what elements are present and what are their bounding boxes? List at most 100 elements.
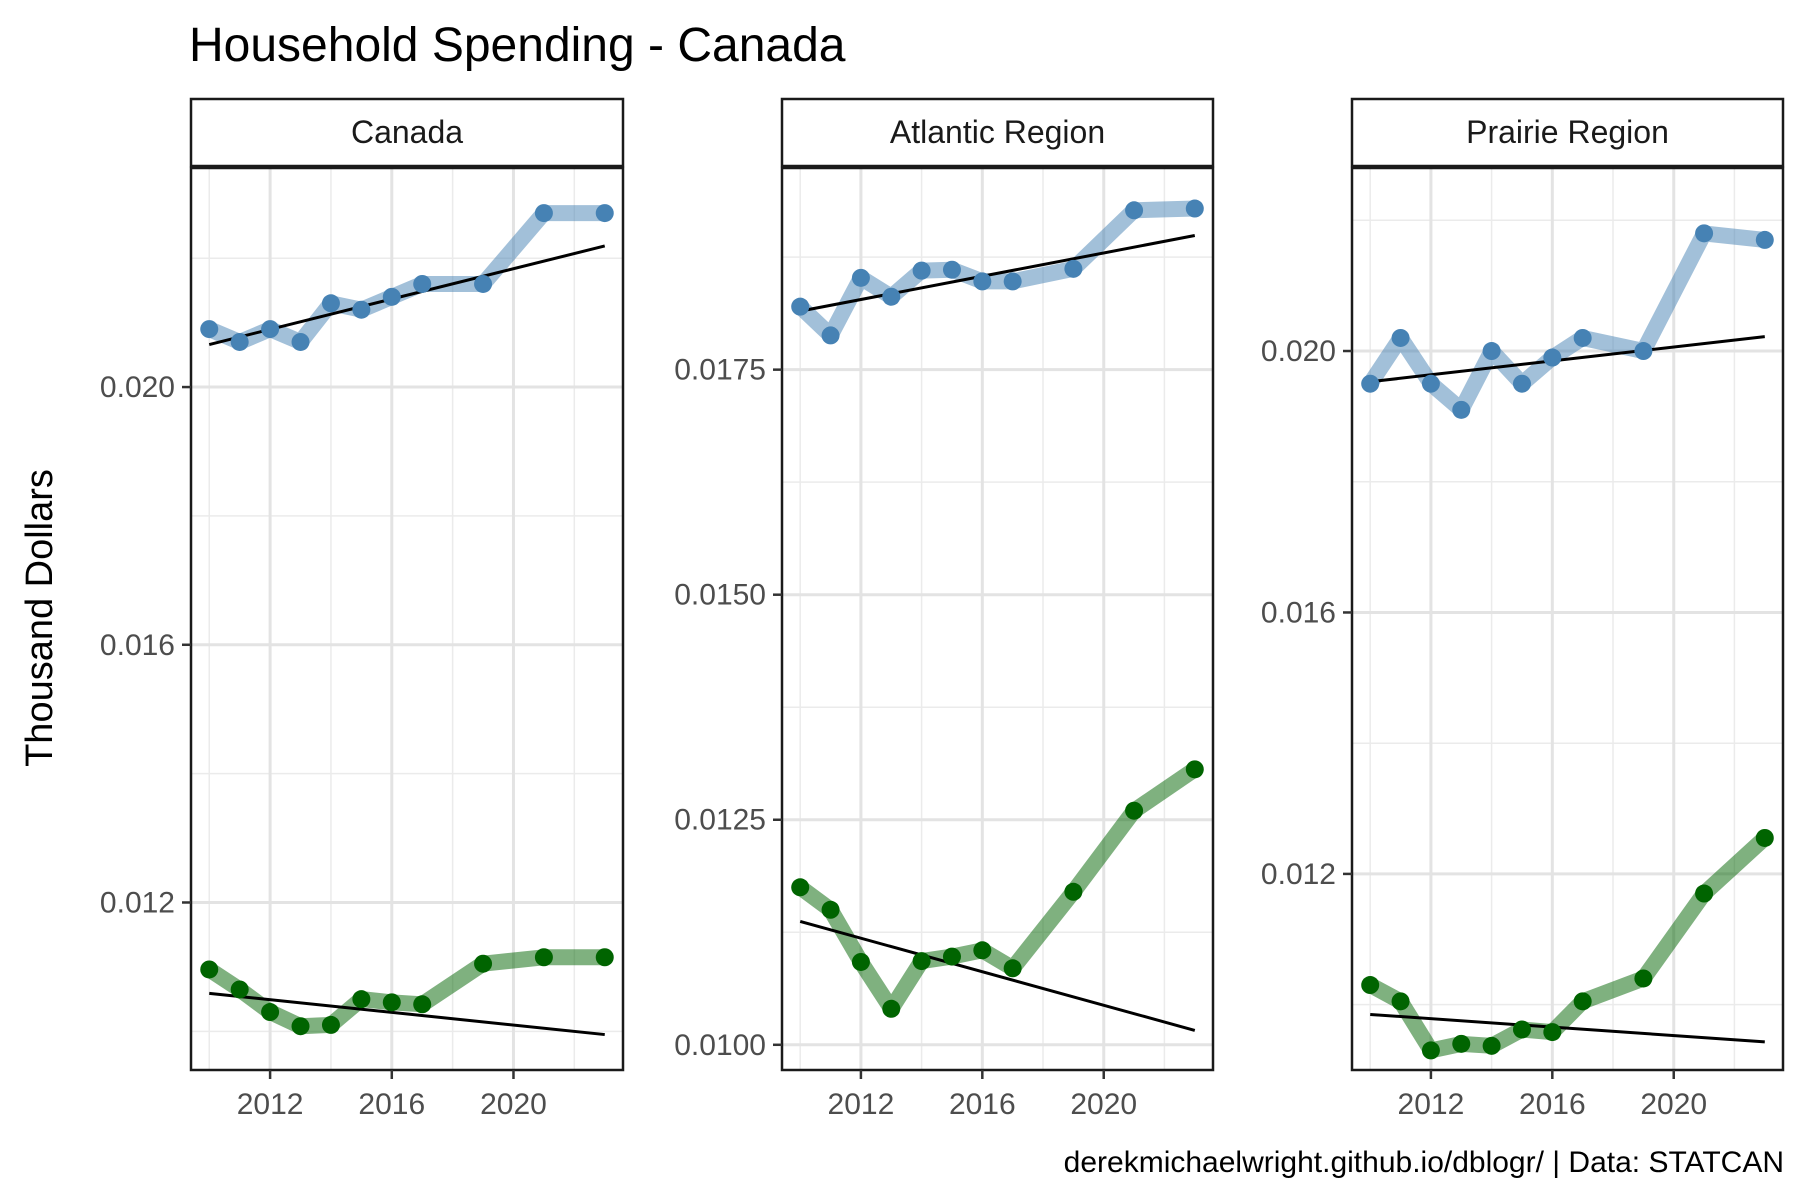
facet-atlantic-region: Atlantic Region 0.0100 0.0125 0.0150 0.0175 2… [674,97,1215,1121]
facet-strip-label: Atlantic Region [890,114,1105,150]
facet-strip [189,97,625,168]
data-point [1695,224,1714,243]
data-point [1482,342,1501,361]
data-point [352,300,371,319]
data-point [791,878,810,897]
plot-panel [1352,168,1783,1070]
y-tick-label: 0.020 [100,371,175,404]
trend-line-1 [799,234,1196,313]
data-point [882,999,901,1018]
y-tick-label: 0.012 [100,886,175,919]
x-tick-label: 2020 [1640,1088,1707,1121]
y-tick-label: 0.020 [1261,335,1336,368]
data-point [1421,1041,1440,1060]
data-point [821,900,840,919]
x-tick-label: 2020 [480,1088,547,1121]
x-tick-label: 2016 [1519,1088,1586,1121]
data-point [1185,199,1204,218]
data-point [1003,959,1022,978]
data-point [291,1017,310,1036]
y-axis-label: Thousand Dollars [19,469,61,767]
data-point [882,287,901,306]
data-point [230,980,249,999]
data-point [1755,828,1774,847]
data-point [291,332,310,351]
data-point [942,947,961,966]
data-point [1064,259,1083,278]
data-point [1125,801,1144,820]
data-point [1421,374,1440,393]
data-point [1361,976,1380,995]
data-point [1361,374,1380,393]
data-point [791,297,810,316]
data-point [1634,342,1653,361]
data-point [1064,882,1083,901]
y-tick-label: 0.0100 [674,1029,766,1062]
y-tick-label: 0.012 [1261,858,1336,891]
data-point [1452,1034,1471,1053]
x-tick-label: 2012 [1398,1088,1465,1121]
trend-line-2 [799,920,1196,1032]
panel-border [189,166,625,1072]
panel-border [780,166,1215,1072]
data-point [534,204,553,223]
data-point [1391,992,1410,1011]
data-point [534,948,553,967]
data-point [1573,992,1592,1011]
data-point [321,1015,340,1034]
y-tick-label: 0.016 [1261,596,1336,629]
data-point [821,326,840,345]
data-point [413,274,432,293]
data-point [1482,1036,1501,1055]
data-point [230,332,249,351]
data-point [1543,348,1562,367]
data-point [851,952,870,971]
data-point [1755,230,1774,249]
facet-strip [780,97,1215,168]
y-tick-label: 0.0125 [674,804,766,837]
data-point [595,204,614,223]
data-point [200,320,219,339]
data-point [1512,1020,1531,1039]
trend-line-2 [1370,1012,1765,1044]
data-point [1543,1023,1562,1042]
trend-line-1 [1370,335,1765,384]
data-point [973,941,992,960]
data-point [352,990,371,1009]
x-tick-label: 2016 [358,1088,425,1121]
data-point [200,960,219,979]
facet-strip [1350,97,1785,168]
facet-canada: Canada 0.012 0.016 0.020 2012 2016 2020 [100,97,625,1121]
data-point [1573,328,1592,347]
panel-border [1350,166,1785,1072]
trend-line-2 [209,991,605,1037]
data-point [382,993,401,1012]
chart-title: Household Spending - Canada [189,19,846,72]
data-point [1391,328,1410,347]
plot-panel [191,168,623,1070]
data-point [1003,272,1022,291]
data-point [474,274,493,293]
data-point [942,260,961,279]
y-tick-label: 0.0150 [674,579,766,612]
y-tick-label: 0.0175 [674,354,766,387]
data-point [595,948,614,967]
data-point [851,268,870,287]
data-point [1695,884,1714,903]
x-tick-label: 2016 [949,1088,1016,1121]
data-point [261,1003,280,1022]
data-point [413,995,432,1014]
x-tick-label: 2020 [1070,1088,1137,1121]
data-point [912,952,931,971]
data-point [912,261,931,280]
data-point [973,272,992,291]
data-point [1452,400,1471,419]
facet-strip-label: Prairie Region [1466,114,1669,150]
data-point [1125,201,1144,220]
y-tick-label: 0.016 [100,629,175,662]
x-tick-label: 2012 [237,1088,304,1121]
data-point [382,287,401,306]
facet-strip-label: Canada [351,114,463,150]
